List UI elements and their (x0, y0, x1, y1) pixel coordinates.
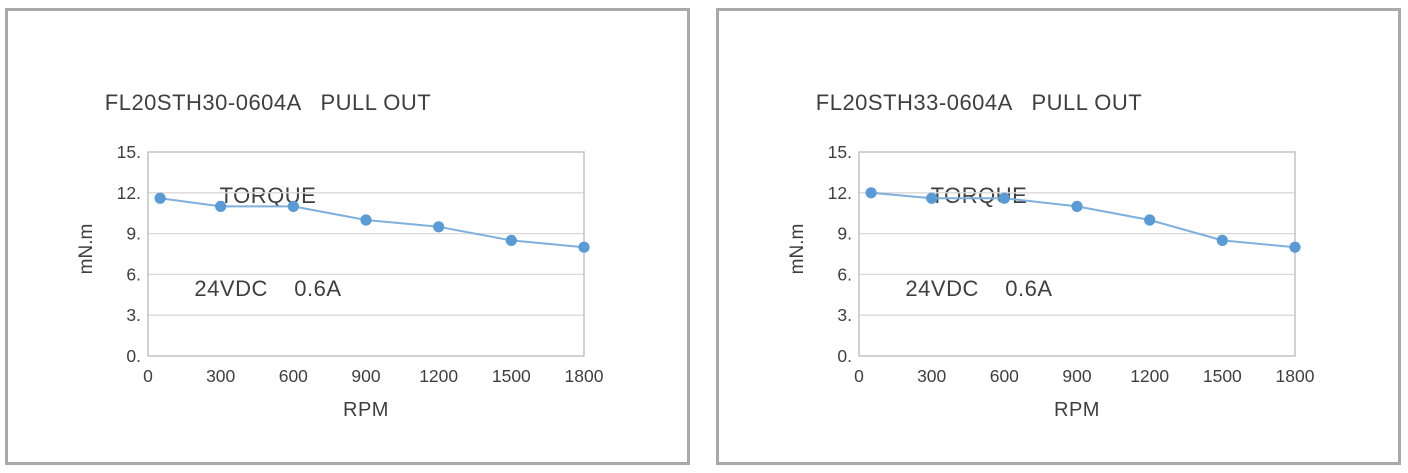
data-point (865, 187, 877, 199)
chart-title: FL20STH30-0604A PULL OUT TORQUE 24VDC 0.… (8, 25, 528, 366)
x-tick-label: 900 (351, 366, 380, 386)
chart-title-line-2: TORQUE (219, 183, 317, 208)
x-axis-title: RPM (1054, 399, 1100, 421)
x-tick-label: 0 (143, 366, 153, 386)
x-tick-label: 300 (206, 366, 235, 386)
y-tick-label: 3. (126, 305, 141, 325)
y-tick-label: 15. (828, 142, 852, 162)
x-tick-label: 600 (990, 366, 1019, 386)
chart-title-line-3: 24VDC 0.6A (905, 276, 1053, 301)
data-point (1216, 234, 1228, 246)
chart-canvas: 15. 12. 9. 6. 3. 0.0 300 600 900 1200 1500 1800 (828, 142, 1315, 386)
plot-border (858, 151, 1296, 357)
data-point (926, 192, 938, 204)
x-axis-title: RPM (343, 399, 389, 421)
y-tick-label: 15. (117, 142, 141, 162)
y-tick-label: 12. (828, 183, 852, 203)
x-tick-label: 600 (279, 366, 308, 386)
x-tick-label: 300 (917, 366, 946, 386)
chart-title-line-2: TORQUE (930, 183, 1028, 208)
chart-canvas: 15. 12. 9. 6. 3. 0.0 300 600 900 1200 1500 1800 (117, 142, 604, 386)
y-tick-label: 3. (837, 305, 852, 325)
x-tick-label: 900 (1062, 366, 1091, 386)
y-axis-title: mN.m (787, 223, 808, 275)
chart-title: FL20STH33-0604A PULL OUT TORQUE 24VDC 0.… (719, 25, 1239, 366)
data-point (360, 214, 372, 226)
y-tick-label: 9. (126, 224, 141, 244)
x-tick-label: 1500 (1203, 366, 1242, 386)
data-point (215, 200, 227, 212)
y-tick-label: 9. (837, 224, 852, 244)
chart-title-line-3: 24VDC 0.6A (194, 276, 342, 301)
chart-panel-left: FL20STH30-0604A PULL OUT TORQUE 24VDC 0.… (5, 8, 690, 465)
x-tick-label: 1200 (419, 366, 458, 386)
y-tick-label: 6. (126, 264, 141, 284)
y-tick-label: 12. (117, 183, 141, 203)
x-tick-label: 1200 (1130, 366, 1169, 386)
x-tick-label: 0 (854, 366, 864, 386)
data-point (578, 241, 590, 253)
data-point (433, 221, 445, 233)
data-point (998, 192, 1010, 204)
y-tick-label: 0. (126, 346, 141, 366)
data-point (287, 200, 299, 212)
data-point (1071, 200, 1083, 212)
data-point (505, 234, 517, 246)
chart-panel-left-inner: FL20STH30-0604A PULL OUT TORQUE 24VDC 0.… (8, 11, 687, 462)
y-tick-label: 0. (837, 346, 852, 366)
chart-panel-right: FL20STH33-0604A PULL OUT TORQUE 24VDC 0.… (716, 8, 1401, 465)
x-tick-label: 1500 (492, 366, 531, 386)
x-tick-label: 1800 (1276, 366, 1315, 386)
chart-title-line-1: FL20STH30-0604A PULL OUT (104, 90, 432, 115)
data-point (154, 192, 166, 204)
data-point (1289, 241, 1301, 253)
chart-panel-right-inner: FL20STH33-0604A PULL OUT TORQUE 24VDC 0.… (719, 11, 1398, 462)
x-tick-label: 1800 (565, 366, 604, 386)
y-axis-title: mN.m (76, 223, 97, 275)
y-tick-label: 6. (837, 264, 852, 284)
plot-border (147, 151, 585, 357)
data-point (1144, 214, 1156, 226)
chart-title-line-1: FL20STH33-0604A PULL OUT (815, 90, 1143, 115)
